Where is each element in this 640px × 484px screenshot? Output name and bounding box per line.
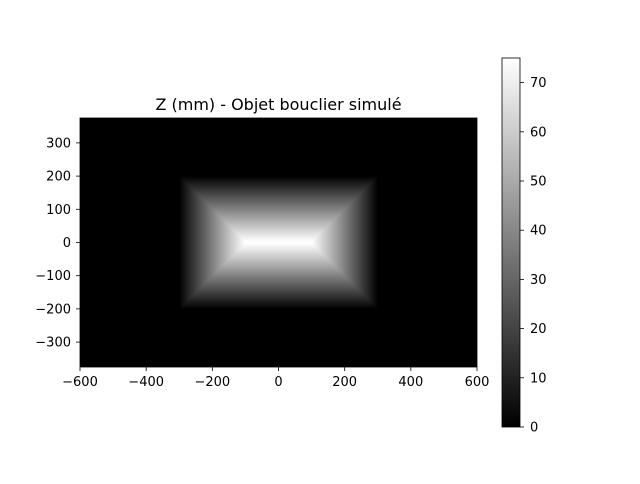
chart-title: Z (mm) - Objet bouclier simulé	[155, 95, 401, 114]
x-tick-label: 0	[274, 375, 282, 390]
colorbar-tick-label: 70	[530, 76, 547, 91]
colorbar-gradient	[502, 58, 520, 427]
colorbar: 0 10 20 30 40 50 60 70	[501, 57, 547, 436]
y-tick-label: 0	[63, 236, 71, 251]
colorbar-tick-label: 60	[530, 125, 547, 140]
colorbar-ticks: 0 10 20 30 40 50 60 70	[520, 76, 547, 436]
x-tick-label: −200	[194, 375, 230, 390]
colorbar-tick-label: 0	[530, 421, 538, 436]
colorbar-tick-label: 30	[530, 273, 547, 288]
y-tick-label: 300	[46, 136, 71, 151]
x-tick-label: 200	[332, 375, 357, 390]
colorbar-frame	[501, 57, 521, 428]
y-tick-label: −100	[35, 269, 71, 284]
heatmap-image	[80, 118, 477, 367]
x-tick-label: −400	[128, 375, 164, 390]
colorbar-tick-label: 10	[530, 371, 547, 386]
x-axis: −600 −400 −200 0 200 400 600	[62, 367, 489, 390]
y-tick-label: −300	[35, 336, 71, 351]
y-tick-label: −200	[35, 302, 71, 317]
x-tick-label: 600	[465, 375, 490, 390]
colorbar-tick-label: 40	[530, 224, 547, 239]
y-tick-label: 100	[46, 203, 71, 218]
x-tick-label: −600	[62, 375, 98, 390]
y-axis: −300 −200 −100 0 100 200 300	[35, 136, 80, 351]
colorbar-tick-label: 20	[530, 322, 547, 337]
x-tick-label: 400	[398, 375, 423, 390]
colorbar-tick-label: 50	[530, 175, 547, 190]
y-tick-label: 200	[46, 170, 71, 185]
plot-area	[79, 117, 478, 368]
